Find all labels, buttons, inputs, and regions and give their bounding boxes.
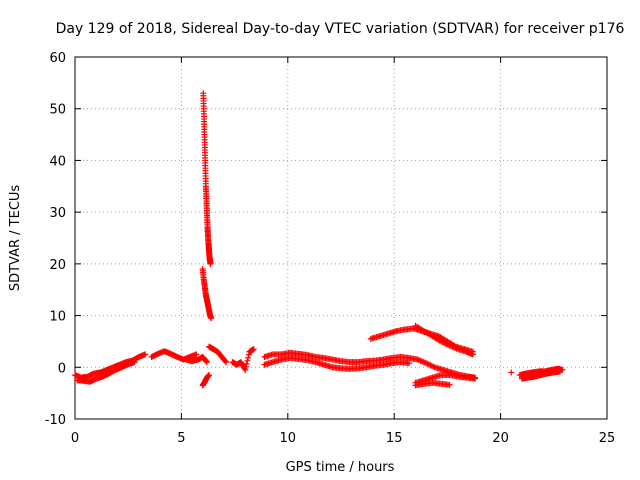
data-point bbox=[245, 351, 252, 358]
data-point bbox=[208, 315, 215, 322]
data-point bbox=[242, 366, 249, 373]
x-tick-label: 5 bbox=[177, 431, 185, 446]
x-tick-label: 15 bbox=[386, 431, 403, 446]
y-tick-label: 20 bbox=[49, 258, 66, 273]
data-point bbox=[406, 360, 413, 367]
data-point bbox=[142, 351, 149, 358]
x-tick-label: 25 bbox=[599, 431, 616, 446]
chart-title: Day 129 of 2018, Sidereal Day-to-day VTE… bbox=[56, 21, 625, 37]
data-point bbox=[242, 363, 249, 370]
data-point bbox=[472, 375, 479, 382]
y-tick-label: 10 bbox=[49, 310, 66, 325]
x-axis-label: GPS time / hours bbox=[286, 460, 395, 475]
data-point bbox=[222, 358, 229, 365]
data-point bbox=[508, 369, 515, 376]
data-point bbox=[245, 354, 252, 361]
data-point bbox=[207, 260, 214, 267]
data-point bbox=[469, 351, 476, 358]
data-point bbox=[446, 381, 453, 388]
data-point bbox=[557, 368, 564, 375]
plot-frame bbox=[74, 56, 608, 420]
data-point bbox=[243, 360, 250, 367]
data-point bbox=[131, 359, 138, 366]
y-axis-label: SDTVAR / TECUs bbox=[8, 185, 23, 292]
x-tick-label: 0 bbox=[71, 431, 79, 446]
data-point bbox=[223, 359, 230, 366]
data-points bbox=[72, 90, 566, 389]
y-tick-label: 30 bbox=[49, 206, 66, 221]
data-point bbox=[203, 359, 210, 366]
y-tick-label: 40 bbox=[49, 154, 66, 169]
data-point bbox=[193, 351, 200, 358]
y-tick-label: 60 bbox=[49, 51, 66, 66]
y-tick-label: -10 bbox=[45, 413, 66, 428]
y-tick-label: 50 bbox=[49, 103, 66, 118]
data-point bbox=[206, 372, 213, 379]
axis-ticks: 0 5 10 15 20 25 -10 0 10 20 30 40 50 60 bbox=[45, 51, 616, 446]
y-tick-label: 0 bbox=[58, 361, 66, 376]
x-tick-label: 10 bbox=[280, 431, 297, 446]
data-point bbox=[250, 346, 257, 353]
data-point bbox=[244, 357, 251, 364]
x-tick-label: 20 bbox=[492, 431, 509, 446]
data-point bbox=[203, 358, 210, 365]
grid bbox=[75, 57, 607, 419]
